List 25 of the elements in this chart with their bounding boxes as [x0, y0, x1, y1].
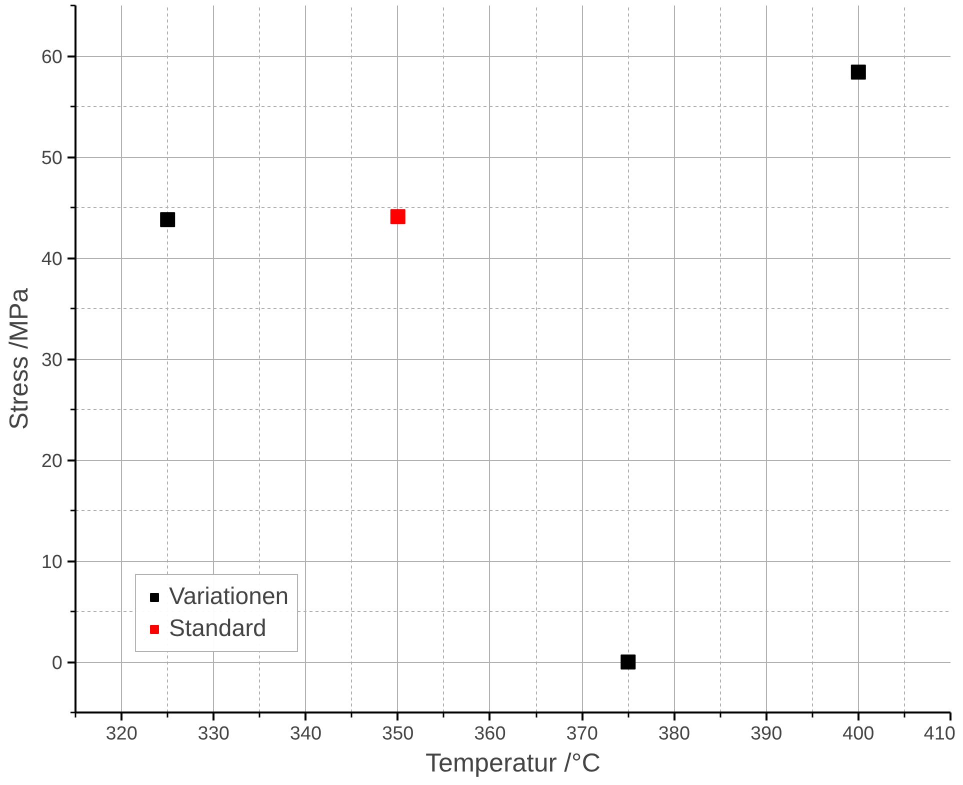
legend-label: Standard [169, 615, 266, 643]
x-tick-label: 390 [750, 724, 782, 744]
x-tick-label: 380 [658, 724, 690, 744]
legend-label: Variationen [169, 583, 289, 611]
x-tick-label: 350 [382, 724, 414, 744]
point [160, 212, 176, 228]
x-tick-label: 320 [106, 724, 138, 744]
y-tick-label: 30 [41, 350, 63, 371]
x-tick-label: 410 [924, 724, 956, 744]
point [620, 654, 636, 670]
x-axis-title: Temperatur /°C [425, 748, 601, 778]
y-axis-title: Stress /MPa [3, 288, 34, 430]
y-tick-label: 20 [41, 451, 63, 472]
x-tick-label: 370 [566, 724, 598, 744]
x-tick-label: 400 [842, 724, 874, 744]
point [850, 64, 866, 80]
y-tick-label: 0 [52, 653, 63, 674]
x-tick-label: 340 [290, 724, 322, 744]
y-tick-label: 60 [41, 47, 63, 68]
y-tick-label: 40 [41, 249, 63, 270]
y-tick-label: 10 [41, 552, 63, 573]
point [390, 209, 406, 224]
y-tick-label: 50 [41, 148, 63, 169]
x-tick-label: 360 [474, 724, 506, 744]
x-tick-label: 330 [198, 724, 230, 744]
